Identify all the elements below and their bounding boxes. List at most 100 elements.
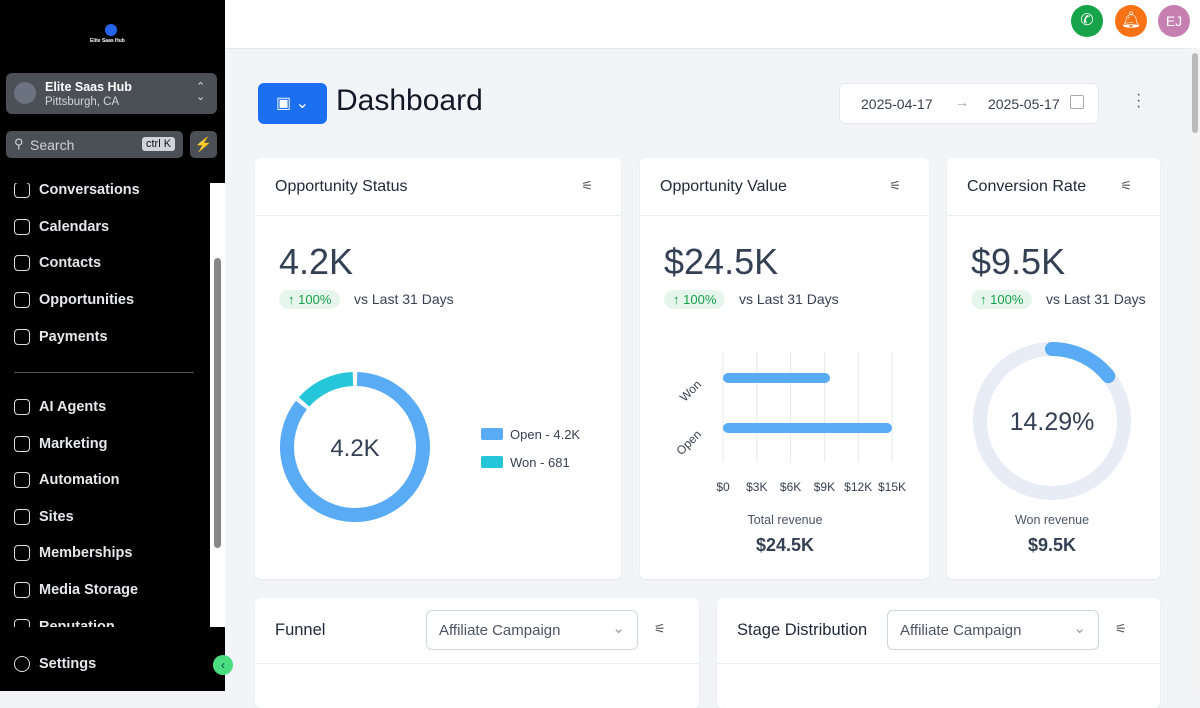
arrow: → xyxy=(955,94,969,110)
nav-item[interactable]: AI Agents xyxy=(14,397,106,417)
legend-label: Open - 4.2K xyxy=(510,427,580,442)
card-title: Conversion Rate xyxy=(967,178,1087,195)
nav-item[interactable]: Reputation xyxy=(14,617,115,627)
y-tick-label: Open xyxy=(673,427,704,458)
brand: Elite Saas Hub xyxy=(90,38,125,44)
search[interactable]: Search ⚲ ctrl K xyxy=(6,131,183,158)
nav-label: AI Agents xyxy=(39,399,107,415)
avatar[interactable]: EJ xyxy=(1158,5,1190,37)
search-placeholder: Search xyxy=(30,137,75,153)
filter-icon[interactable]: ⚟ xyxy=(889,178,901,193)
card-title: Stage Distribution xyxy=(737,621,868,639)
change-value: 100% xyxy=(683,292,717,307)
scrollbar[interactable] xyxy=(210,183,225,627)
nav-icon xyxy=(14,545,30,562)
footer-label: Total revenue xyxy=(747,513,822,527)
logo xyxy=(105,24,117,36)
quick-action[interactable]: ⚡ xyxy=(190,131,217,158)
card-title: Opportunity Value xyxy=(660,178,787,195)
nav-icon xyxy=(14,399,30,415)
collapse-button[interactable]: ‹ xyxy=(213,655,233,675)
nav-item[interactable]: Conversations xyxy=(14,183,140,200)
x-tick-label: $3K xyxy=(746,480,767,494)
date-from: 2025-04-17 xyxy=(861,96,933,112)
nav-label: Automation xyxy=(39,472,120,489)
topbar: ✆ 🔔︎ EJ xyxy=(225,0,1200,49)
nav-label: Payments xyxy=(39,328,108,345)
nav-item[interactable]: Settings xyxy=(14,654,96,674)
donut-center-label: 4.2K xyxy=(330,435,379,462)
x-tick-label: $0 xyxy=(716,480,730,494)
account-name: Elite Saas Hub xyxy=(45,80,132,94)
nav-label: Sites xyxy=(39,508,74,525)
account-switcher[interactable]: Elite Saas Hub Pittsburgh, CA ⌃ ⌄ xyxy=(6,73,217,114)
nav-item[interactable]: Automation xyxy=(14,470,120,490)
campaign-select[interactable]: Affiliate Campaign ⌄ xyxy=(887,610,1099,650)
footer-value: $9.5K xyxy=(1028,535,1076,555)
nav-icon xyxy=(14,255,30,272)
sidebar: Elite Saas Hub Elite Saas Hub Pittsburgh… xyxy=(0,0,233,691)
shortcut: ctrl K xyxy=(142,137,176,151)
nav-icon xyxy=(14,292,30,309)
chart: Open - 4.2K Won - 681 4.2K xyxy=(280,372,580,522)
nav-item[interactable]: Sites xyxy=(14,507,74,527)
page-title: Dashboard xyxy=(336,84,483,117)
metric-card: Opportunity Value ⚟ $24.5K ↑ 100% vs Last 31… xyxy=(640,158,929,579)
nav-item[interactable]: Marketing xyxy=(14,434,108,454)
nav-label: Contacts xyxy=(39,255,102,272)
chevron: ⌄ xyxy=(1073,620,1086,637)
account-location: Pittsburgh, CA xyxy=(45,96,120,108)
change-value: 100% xyxy=(990,292,1024,307)
nav-item[interactable]: Calendars xyxy=(14,217,109,237)
nav-list: Conversations Calendars Contacts Opportunit… xyxy=(0,183,225,627)
nav-label: Conversations xyxy=(39,183,140,198)
nav-label: Marketing xyxy=(39,435,108,452)
divider xyxy=(14,372,194,373)
phone-button[interactable]: ✆ xyxy=(1071,5,1103,37)
filter-icon[interactable]: ⚟ xyxy=(654,621,666,636)
select-value: Affiliate Campaign xyxy=(439,622,561,639)
x-tick-label: $6K xyxy=(780,480,801,494)
chart-card: Funnel Affiliate Campaign ⌄ ⚟ xyxy=(255,598,699,708)
legend-label: Won - 681 xyxy=(510,455,570,470)
nav-item[interactable]: Media Storage xyxy=(14,580,138,600)
date-range[interactable]: 2025-04-17 → 2025-05-17 xyxy=(839,83,1099,124)
filter-icon[interactable]: ⚟ xyxy=(1120,178,1132,193)
divider xyxy=(255,215,621,216)
chevron: ⌄ xyxy=(612,620,625,637)
nav-item[interactable]: Payments xyxy=(14,327,108,347)
compare-label: vs Last 31 Days xyxy=(739,291,839,307)
legend-swatch xyxy=(481,428,503,440)
donut-segment xyxy=(298,372,354,407)
bar xyxy=(723,423,892,433)
notifications-button[interactable]: 🔔︎ xyxy=(1115,5,1147,37)
calendar-icon xyxy=(1070,95,1084,109)
nav-item[interactable]: Contacts xyxy=(14,253,101,273)
more-menu[interactable]: · · · xyxy=(1136,86,1142,115)
campaign-select[interactable]: Affiliate Campaign ⌄ xyxy=(426,610,638,650)
y-tick-label: Won xyxy=(677,377,704,404)
nav-label: Media Storage xyxy=(39,582,139,598)
nav-icon xyxy=(14,183,30,198)
metric-value: $9.5K xyxy=(971,241,1066,282)
divider xyxy=(947,215,1160,216)
search-icon: ⚲ xyxy=(14,136,24,151)
metric-value: 4.2K xyxy=(279,241,354,282)
card-title: Funnel xyxy=(275,621,326,639)
compare-label: vs Last 31 Days xyxy=(1046,291,1146,307)
nav-item[interactable]: Memberships xyxy=(14,543,132,563)
filter-icon[interactable]: ⚟ xyxy=(581,178,593,193)
nav-item[interactable]: Opportunities xyxy=(14,290,134,310)
x-tick-label: $15K xyxy=(878,480,906,494)
page-scrollbar[interactable] xyxy=(1190,48,1200,691)
filter-icon[interactable]: ⚟ xyxy=(1115,621,1127,636)
change-badge: ↑ 100% xyxy=(971,290,1033,309)
layout-switcher[interactable]: ▣ ⌄ xyxy=(258,83,327,124)
footer-value: $24.5K xyxy=(756,535,814,555)
nav-label: Reputation xyxy=(39,618,115,627)
chart: $0 $3K $6K $9K $12K $15K Won Open Total revenue $… xyxy=(673,352,906,555)
nav-icon xyxy=(14,508,30,525)
nav-label: Settings xyxy=(39,656,97,672)
metric-card: Opportunity Status ⚟ 4.2K ↑ 100% vs Last 31 … xyxy=(255,158,621,579)
